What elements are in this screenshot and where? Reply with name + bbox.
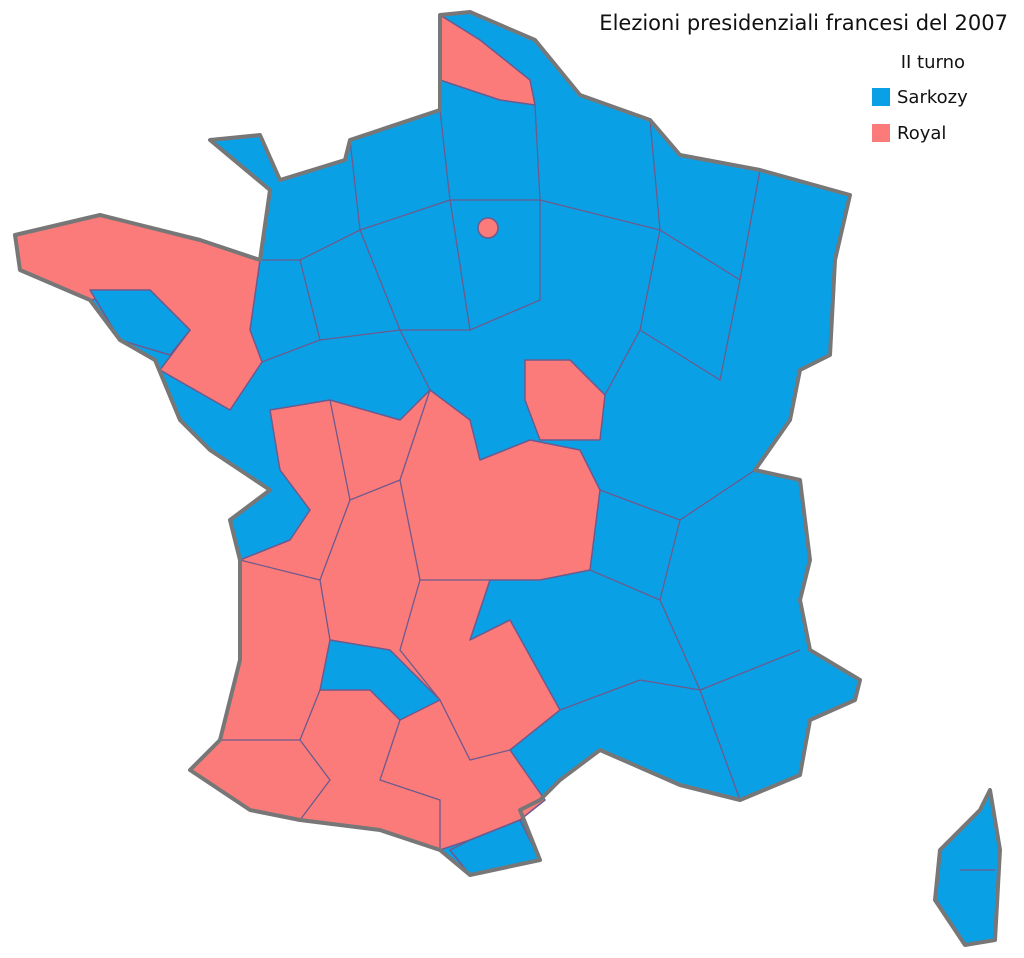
coastline xyxy=(13,10,862,877)
coastline xyxy=(933,788,1002,947)
department-borders xyxy=(220,104,995,871)
legend-label: Sarkozy xyxy=(897,87,968,108)
region xyxy=(477,217,499,239)
map-title: Elezioni presidenziali francesi del 2007 xyxy=(599,11,1008,35)
region xyxy=(524,359,606,441)
legend: Sarkozy Royal xyxy=(872,87,968,144)
legend-label: Royal xyxy=(897,123,946,144)
legend-swatch xyxy=(872,124,890,142)
map-subtitle: II turno xyxy=(901,52,965,73)
legend-swatch xyxy=(872,88,890,106)
map xyxy=(13,10,1002,947)
region xyxy=(934,789,1001,946)
